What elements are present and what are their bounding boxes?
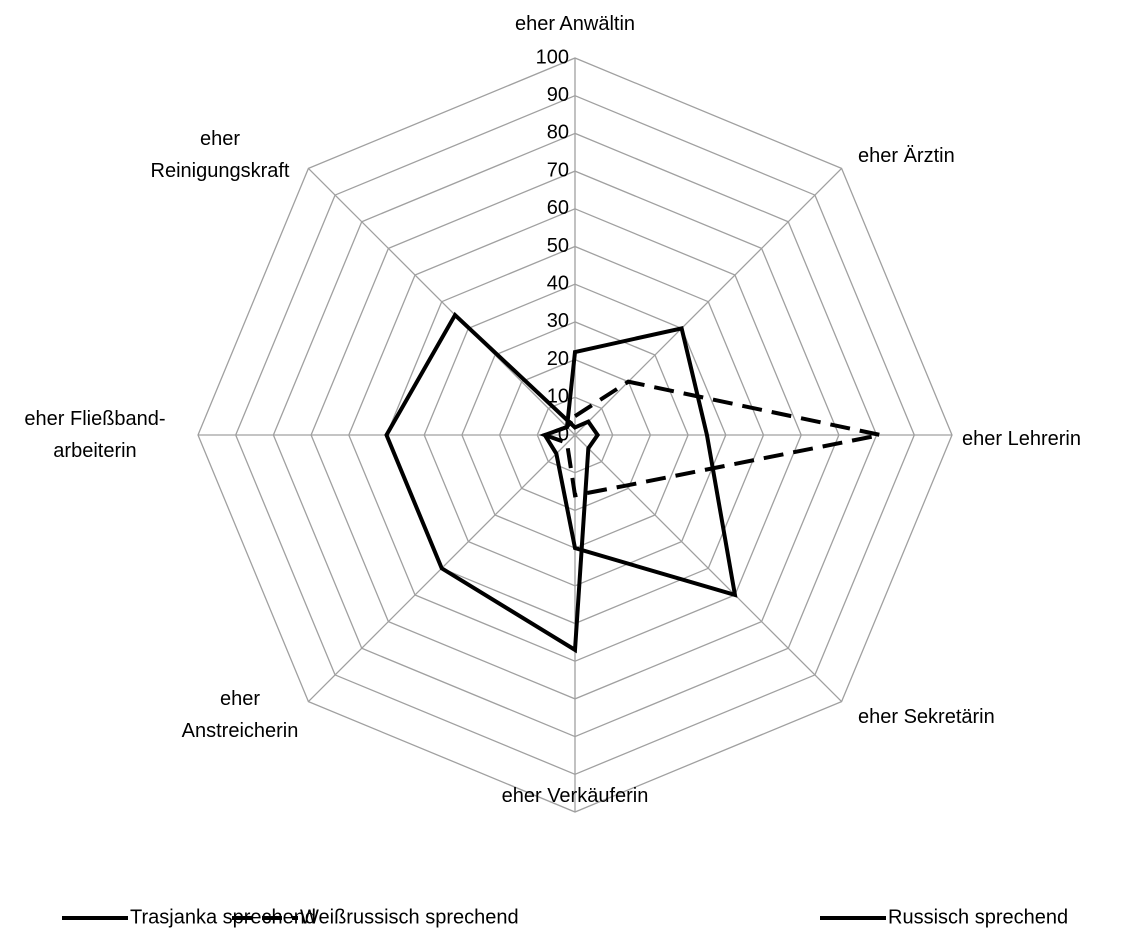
tick-label: 100 (536, 46, 569, 68)
tick-label: 80 (547, 122, 569, 144)
tick-label: 90 (547, 84, 569, 106)
axis-label: eher Anstreicherin (182, 688, 299, 742)
legend-label: Weißrussisch sprechend (300, 906, 519, 928)
tick-label: 60 (547, 197, 569, 219)
spoke (574, 434, 843, 703)
tick-label: 50 (547, 235, 569, 257)
axis-label: eher Fließband-arbeiterin (24, 408, 165, 462)
axis-label: eher Lehrerin (962, 428, 1081, 450)
axis-label: eher Verkäuferin (502, 785, 649, 807)
tick-label: 40 (547, 272, 569, 294)
spoke (574, 167, 843, 436)
axis-label: eher Anwältin (515, 13, 635, 35)
series-line (541, 325, 738, 598)
tick-label: 30 (547, 310, 569, 332)
tick-label: 70 (547, 159, 569, 181)
tick-label: 20 (547, 348, 569, 370)
axis-label: eher Ärztin (858, 145, 955, 167)
tick-label: 10 (547, 386, 569, 408)
axis-label: eher Sekretärin (858, 706, 995, 728)
spoke (307, 167, 576, 436)
tick-label: 0 (558, 423, 569, 445)
axis-label: eher Reinigungskraft (151, 128, 290, 182)
legend-label: Trasjanka sprechend (130, 906, 316, 928)
series-line (384, 311, 601, 654)
legend-label: Russisch sprechend (888, 906, 1068, 928)
